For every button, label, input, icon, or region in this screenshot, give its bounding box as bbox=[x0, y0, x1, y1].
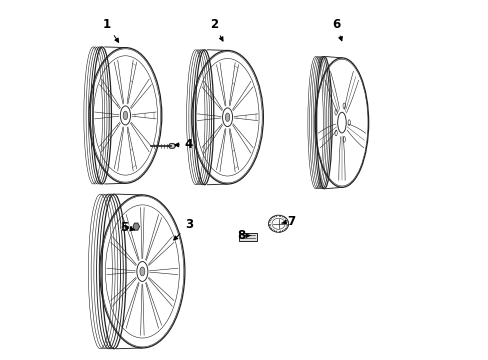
Text: 8: 8 bbox=[236, 229, 250, 242]
Polygon shape bbox=[168, 144, 175, 148]
Text: 4: 4 bbox=[175, 138, 193, 151]
Text: 3: 3 bbox=[173, 218, 193, 240]
Text: 2: 2 bbox=[209, 18, 223, 41]
Text: 6: 6 bbox=[331, 18, 342, 41]
Text: 1: 1 bbox=[102, 18, 119, 42]
Bar bbox=[239, 233, 256, 240]
Ellipse shape bbox=[225, 113, 229, 121]
Text: 5: 5 bbox=[120, 221, 134, 234]
Text: 7: 7 bbox=[281, 215, 295, 228]
Ellipse shape bbox=[140, 267, 144, 276]
Ellipse shape bbox=[123, 111, 127, 120]
Polygon shape bbox=[133, 223, 139, 230]
